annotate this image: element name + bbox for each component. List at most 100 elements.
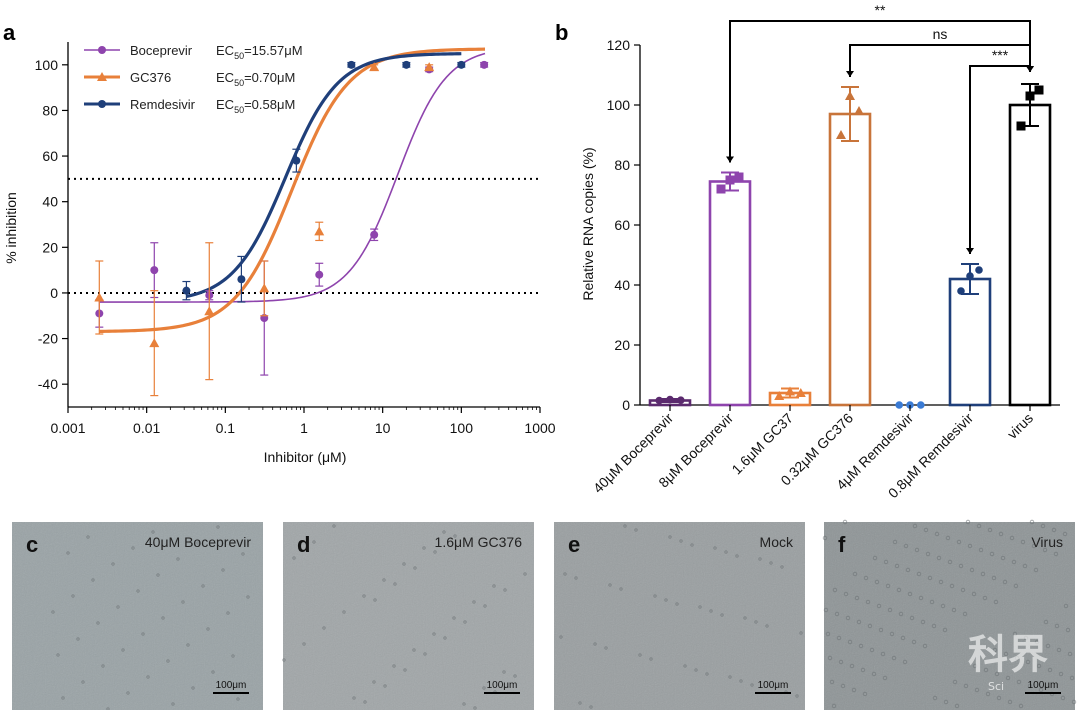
panel-a-x-tick-label: 1000 — [524, 420, 555, 436]
legend-ec50-boceprevir: EC50=15.57μM — [216, 43, 303, 61]
cell-speck — [312, 540, 316, 544]
cell-speck — [958, 563, 964, 569]
cell-speck — [996, 695, 1002, 701]
cell-speck — [851, 687, 857, 693]
cell-speck — [683, 664, 687, 668]
cell-speck — [865, 599, 871, 605]
cell-speck — [332, 524, 336, 528]
fit-curve-boceprevir — [99, 52, 486, 303]
cell-speck — [61, 696, 65, 700]
cell-speck — [998, 531, 1004, 537]
replicate-point — [917, 401, 925, 409]
cell-speck — [453, 534, 457, 538]
replicate-point — [1025, 91, 1035, 101]
cell-speck — [920, 619, 926, 625]
cell-speck — [241, 552, 245, 556]
cell-speck — [739, 679, 743, 683]
cell-speck — [513, 674, 517, 678]
cell-speck — [1065, 627, 1071, 633]
cell-speck — [196, 541, 200, 545]
cell-speck — [867, 623, 873, 629]
micrograph-letter: f — [838, 532, 846, 557]
micrograph-texture — [824, 522, 1075, 710]
data-point-remdesivir — [457, 60, 466, 69]
cell-speck — [876, 603, 882, 609]
cell-speck — [690, 543, 694, 547]
micrograph-texture — [554, 522, 805, 710]
panel-b-y-tick-label: 80 — [614, 157, 630, 173]
cell-speck — [1060, 695, 1066, 701]
data-point-gc376 — [369, 62, 380, 72]
cell-speck — [413, 566, 417, 570]
cell-speck — [236, 697, 240, 701]
cell-speck — [136, 589, 140, 593]
panel-a-y-tick-label: 20 — [42, 239, 58, 255]
watermark-text: 科界 — [968, 632, 1048, 678]
cell-speck — [883, 559, 889, 565]
panel-a-fit-curves — [99, 47, 486, 333]
panel-a-y-tick-label: 0 — [50, 285, 58, 301]
micrograph-d: d 1.6μM GC376 100μm — [282, 522, 534, 710]
cell-speck — [302, 642, 306, 646]
cell-speck — [1053, 551, 1059, 557]
data-point-boceprevir — [315, 270, 324, 279]
bar — [1008, 103, 1052, 407]
cell-speck — [949, 583, 955, 589]
legend-name-remdesivir: Remdesivir — [130, 97, 196, 112]
cell-speck — [962, 611, 968, 617]
cell-speck — [936, 555, 942, 561]
replicate-point — [845, 91, 855, 100]
cell-speck — [822, 535, 828, 541]
cell-speck — [403, 668, 407, 672]
panel-a-x-tick-label: 0.01 — [133, 420, 160, 436]
panel-b-significance-brackets: ** ns *** — [726, 2, 1034, 254]
cell-speck — [982, 595, 988, 601]
cell-speck — [987, 527, 993, 533]
scale-bar-label: 100μm — [758, 680, 789, 691]
cell-speck — [1012, 631, 1018, 637]
cell-speck — [574, 576, 578, 580]
cell-speck — [965, 519, 971, 525]
panel-a-legend: Boceprevir EC50=15.57μM GC376 EC50=0.70μM Re… — [84, 43, 303, 115]
cell-speck — [872, 555, 878, 561]
panel-a-reference-lines — [68, 177, 540, 294]
replicate-point — [725, 175, 735, 185]
cell-speck — [76, 637, 80, 641]
significance-bracket — [729, 20, 1031, 163]
cell-speck — [847, 639, 853, 645]
cell-speck — [86, 535, 90, 539]
cell-speck — [563, 572, 567, 576]
cell-speck — [523, 572, 527, 576]
cell-speck — [931, 623, 937, 629]
bar-group-2 — [768, 386, 812, 407]
watermark-logo: 科界 Sci — [968, 632, 1048, 693]
cell-speck — [795, 694, 799, 698]
cell-speck — [911, 639, 917, 645]
cell-speck — [372, 680, 376, 684]
cell-speck — [750, 683, 754, 687]
cell-speck — [698, 605, 702, 609]
cell-speck — [938, 579, 944, 585]
cell-speck — [769, 561, 773, 565]
cell-speck — [840, 683, 846, 689]
cell-speck — [392, 664, 396, 668]
cell-speck — [402, 562, 406, 566]
cell-speck — [181, 600, 185, 604]
cell-speck — [1054, 623, 1060, 629]
cell-speck — [1025, 659, 1031, 665]
cell-speck — [1069, 675, 1075, 681]
legend-entry-boceprevir: Boceprevir EC50=15.57μM — [84, 43, 303, 61]
cell-speck — [1047, 667, 1053, 673]
cell-speck — [960, 587, 966, 593]
cell-speck — [649, 657, 653, 661]
cell-speck — [825, 631, 831, 637]
panel-b-y-tick-label: 100 — [607, 97, 631, 113]
cell-speck — [151, 530, 155, 534]
cell-speck — [954, 703, 960, 709]
panel-a-x-tick-label: 0.1 — [216, 420, 236, 436]
cell-speck — [932, 695, 938, 701]
cell-speck — [96, 621, 100, 625]
cell-speck — [1058, 671, 1064, 677]
cell-speck — [483, 604, 487, 608]
cell-speck — [945, 535, 951, 541]
